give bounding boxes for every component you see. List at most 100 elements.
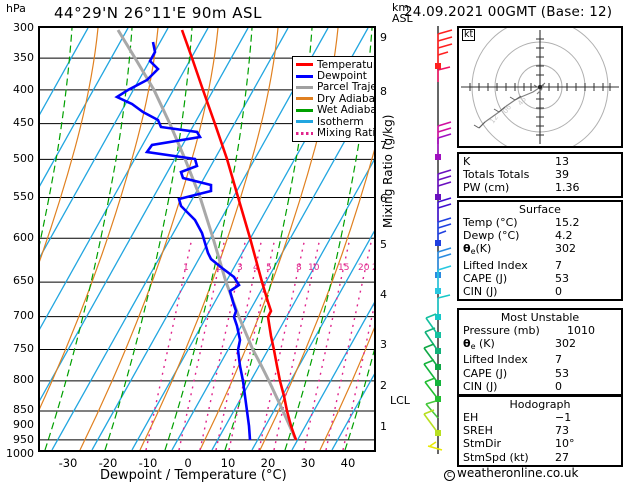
height-axis-unit: km ASL [392, 2, 413, 24]
lcl-label: LCL [390, 394, 410, 407]
temp-tick--30: -30 [58, 456, 78, 470]
pressure-tick-450: 450 [13, 116, 34, 129]
index-key-pw: PW (cm) [463, 181, 510, 195]
mu-row-cin: CIN (J) 0 [459, 380, 621, 393]
legend-swatch-isotherm [296, 120, 313, 124]
pressure-tick-550: 550 [13, 190, 34, 203]
legend-label-dry-adiabat: Dry Adiabat [317, 92, 376, 105]
height-tick-9: 9 [380, 31, 387, 44]
wind-barb-1000 [427, 441, 443, 451]
height-tick-2: 2 [380, 379, 387, 392]
temp-tick-20: 20 [260, 456, 276, 470]
svg-text:10: 10 [308, 263, 320, 273]
hodo-value-stmspd: 27 [555, 450, 569, 464]
mu-value-cape: 53 [555, 366, 569, 380]
height-axis-unit-asl: ASL [392, 12, 413, 25]
surface-value-temp: 15.2 [555, 216, 580, 229]
legend-item-mixing-ratio: Mixing Ratio [296, 127, 374, 139]
mu-row-pressure: Pressure (mb) 1010 [459, 324, 621, 337]
svg-text:5: 5 [266, 263, 272, 273]
svg-text:4: 4 [253, 263, 259, 273]
pressure-tick-800: 800 [13, 373, 34, 386]
svg-text:45: 45 [516, 95, 528, 107]
legend-swatch-temperature [296, 63, 313, 67]
wind-barb-300 [435, 29, 453, 69]
wind-barb-330 [437, 121, 452, 144]
hodo-value-eh: −1 [555, 411, 572, 424]
height-axis-unit-km: km [392, 1, 410, 14]
x-axis-title: Dewpoint / Temperature (°C) [100, 468, 287, 483]
pressure-tick-1000: 1000 [6, 447, 34, 460]
svg-text:20: 20 [358, 263, 370, 273]
wind-barb-800 [423, 359, 441, 386]
legend-swatch-wet-adiabat [296, 108, 313, 112]
height-tick-1: 1 [380, 420, 387, 433]
legend-label-dewpoint: Dewpoint [317, 70, 367, 83]
hodo-key-stmspd: StmSpd (kt) [463, 450, 529, 464]
height-tick-4: 4 [380, 288, 387, 301]
svg-text:8: 8 [296, 263, 302, 273]
run-timestamp: 24.09.2021 00GMT (Base: 12) [404, 4, 613, 20]
copyright-icon: C [444, 470, 455, 481]
surface-row-temp: Temp (°C) 15.2 [459, 216, 621, 229]
height-tick-3: 3 [380, 338, 387, 351]
surface-value-cin: 0 [555, 285, 562, 299]
surface-row-theta-e: θe(K) 302 [459, 242, 621, 258]
pressure-tick-700: 700 [13, 309, 34, 322]
hodo-key-eh: EH [463, 411, 479, 424]
surface-key-cin: CIN (J) [463, 285, 498, 299]
mu-value-pressure: 1010 [567, 324, 595, 337]
surface-key-temp: Temp (°C) [463, 216, 518, 229]
pressure-tick-900: 900 [13, 418, 34, 431]
mu-key-cape: CAPE (J) [463, 366, 508, 380]
surface-value-lifted-index: 7 [555, 258, 562, 272]
hodograph-ring-labels: 12 06 45 [488, 95, 528, 125]
mu-row-lifted-index: Lifted Index 7 [459, 353, 621, 366]
mu-key-lifted-index: Lifted Index [463, 353, 528, 367]
wind-barb-700 [424, 327, 441, 354]
parcel-trajectory-line [116, 29, 298, 441]
most-unstable-panel: Most Unstable Pressure (mb) 1010 θe (K) … [457, 308, 623, 397]
surface-key-cape: CAPE (J) [463, 271, 508, 285]
surface-row-cape: CAPE (J) 53 [459, 272, 621, 285]
hodograph-origin [538, 85, 542, 89]
svg-text:12: 12 [488, 113, 500, 125]
surface-value-dewp: 4.2 [555, 229, 573, 243]
mu-key-theta-e: θe (K) [463, 337, 495, 352]
wind-barb-320 [437, 66, 451, 82]
legend-swatch-parcel-trajectory [296, 85, 313, 89]
index-value-pw: 1.36 [555, 181, 580, 195]
wind-barb-400 [437, 197, 452, 222]
hodo-value-stmdir: 10° [555, 437, 575, 451]
index-row-pw: PW (cm) 1.36 [459, 181, 621, 194]
most-unstable-panel-title: Most Unstable [500, 311, 580, 324]
mixing-ratio-labels: 1 2 3 4 5 8 10 15 20 25 [183, 263, 374, 273]
legend-item-isotherm: Isotherm [296, 115, 374, 128]
height-tick-5: 5 [380, 238, 387, 251]
legend-label-isotherm: Isotherm [317, 115, 364, 128]
legend-item-dry-adiabat: Dry Adiabat [296, 92, 376, 105]
mu-value-cin: 0 [555, 379, 562, 393]
index-value-totals-totals: 39 [555, 168, 569, 182]
legend-item-dewpoint: Dewpoint [296, 70, 374, 83]
hodograph-table-panel: Hodograph EH −1 SREH 73 StmDir 10° StmSp… [457, 395, 623, 467]
wind-barb-350 [435, 133, 452, 160]
wind-barb-750 [423, 343, 441, 370]
wind-barb-650 [425, 313, 441, 338]
mixing-ratio-lines [145, 237, 374, 450]
pressure-tick-950: 950 [13, 433, 34, 446]
hodograph-barbs [473, 82, 546, 129]
temp-tick-30: 30 [300, 456, 316, 470]
surface-value-cape: 53 [555, 271, 569, 285]
surface-row-dewp: Dewp (°C) 4.2 [459, 229, 621, 242]
pressure-tick-350: 350 [13, 51, 34, 64]
pressure-tick-650: 650 [13, 274, 34, 287]
temp-tick-40: 40 [340, 456, 356, 470]
legend-item-parcel-trajectory: Parcel Trajectory [296, 81, 374, 93]
surface-row-lifted-index: Lifted Index 7 [459, 259, 621, 272]
mu-key-cin: CIN (J) [463, 379, 498, 393]
height-tick-7: 7 [380, 139, 387, 152]
page-title: 44°29'N 26°11'E 90m ASL [54, 4, 262, 22]
wind-barb-column [423, 26, 453, 454]
